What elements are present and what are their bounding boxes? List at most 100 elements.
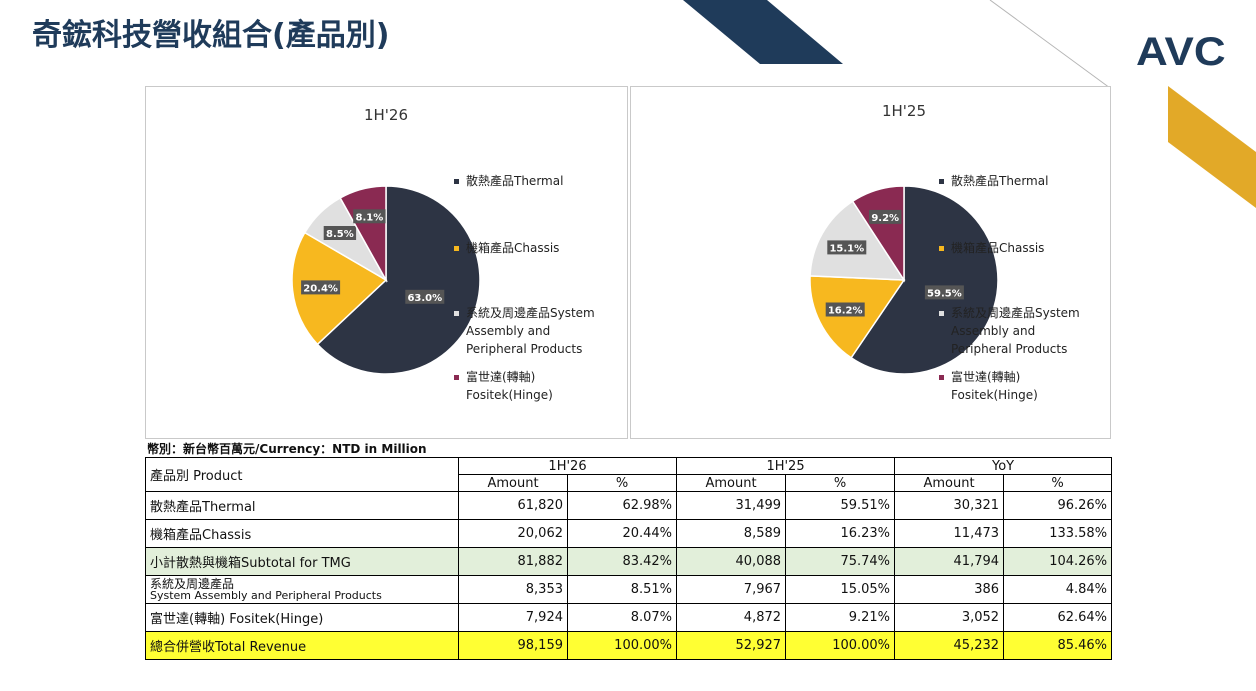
legend-label: Fositek(Hinge) bbox=[466, 388, 553, 402]
table-cell: 133.58% bbox=[1003, 519, 1113, 548]
subheader-amount: Amount bbox=[894, 474, 1005, 492]
table-cell: 100.00% bbox=[785, 631, 896, 660]
table-row-total: 總合併營收Total Revenue 98,159 100.00% 52,927… bbox=[145, 631, 1113, 660]
pie-panel-1h26: 1H'26 63.0% 20.4% 8.5% 8.1% 散熱產品Thermal 機箱產品Ch… bbox=[145, 86, 628, 439]
data-label-bg bbox=[353, 209, 386, 224]
data-label-bg bbox=[323, 226, 357, 240]
currency-note: 幣別：新台幣百萬元/Currency：NTD in Million bbox=[147, 442, 427, 456]
data-label: 20.4% bbox=[303, 283, 338, 294]
data-label: 8.1% bbox=[356, 212, 384, 223]
navy-stripe-shape bbox=[683, 0, 843, 64]
table-row-system: 系統及周邊產品 System Assembly and Peripheral P… bbox=[145, 575, 1113, 604]
table-cell: 104.26% bbox=[1003, 547, 1113, 576]
table-cell: 16.23% bbox=[785, 519, 896, 548]
legend-label: 機箱產品Chassis bbox=[951, 240, 1044, 255]
legend-swatch bbox=[939, 375, 944, 380]
thin-diagonal-line bbox=[989, 0, 1111, 89]
row-label: 機箱產品Chassis bbox=[145, 519, 459, 548]
legend-label: 系統及周邊產品System bbox=[466, 305, 595, 320]
gold-stripe-shape bbox=[1168, 86, 1256, 208]
pie-title: 1H'26 bbox=[364, 106, 408, 124]
legend-swatch bbox=[454, 375, 459, 380]
data-label: 8.5% bbox=[326, 229, 354, 240]
table-cell: 8,589 bbox=[676, 519, 787, 548]
row-label: 散熱產品Thermal bbox=[145, 491, 459, 520]
table-cell: 8.07% bbox=[566, 603, 678, 632]
legend-swatch bbox=[454, 246, 459, 251]
table-cell: 20,062 bbox=[458, 519, 568, 548]
table-cell: 7,967 bbox=[676, 575, 787, 604]
legend-swatch bbox=[454, 311, 459, 316]
legend-label: Peripheral Products bbox=[466, 342, 582, 356]
table-cell: 96.26% bbox=[1003, 491, 1113, 520]
table-row-chassis: 機箱產品Chassis 20,062 20.44% 8,589 16.23% 1… bbox=[145, 519, 1113, 548]
table-cell: 3,052 bbox=[894, 603, 1005, 632]
data-label: 63.0% bbox=[407, 293, 442, 304]
row-label-en: System Assembly and Peripheral Products bbox=[150, 588, 382, 602]
table-cell: 31,499 bbox=[676, 491, 787, 520]
table-cell: 41,794 bbox=[894, 547, 1005, 576]
legend-label: 富世達(轉軸) bbox=[466, 369, 535, 384]
table-cell: 40,088 bbox=[676, 547, 787, 576]
subheader-amount: Amount bbox=[676, 474, 787, 492]
legend-swatch bbox=[454, 179, 459, 184]
subheader-percent: % bbox=[785, 474, 896, 492]
row-label: 小計散熱與機箱Subtotal for TMG bbox=[145, 547, 459, 576]
table-cell: 4.84% bbox=[1003, 575, 1113, 604]
legend-label: 系統及周邊產品System bbox=[951, 305, 1080, 320]
group-header-yoy: YoY bbox=[894, 457, 1113, 475]
table-cell: 85.46% bbox=[1003, 631, 1113, 660]
row-label: 富世達(轉軸) Fositek(Hinge) bbox=[145, 603, 459, 632]
data-label-bg bbox=[827, 240, 867, 255]
table-cell: 8,353 bbox=[458, 575, 568, 604]
legend-swatch bbox=[939, 311, 944, 316]
data-label-bg bbox=[405, 289, 445, 304]
page-title: 奇鋐科技營收組合(產品別) bbox=[32, 18, 390, 53]
table-cell: 61,820 bbox=[458, 491, 568, 520]
table-cell: 4,872 bbox=[676, 603, 787, 632]
table-row-fositek: 富世達(轉軸) Fositek(Hinge) 7,924 8.07% 4,872… bbox=[145, 603, 1113, 632]
row-label: 系統及周邊產品 System Assembly and Peripheral P… bbox=[145, 575, 459, 604]
table-cell: 62.98% bbox=[566, 491, 678, 520]
data-label: 59.5% bbox=[927, 288, 962, 299]
table-cell: 59.51% bbox=[785, 491, 896, 520]
legend-label: Assembly and bbox=[951, 324, 1035, 338]
legend-label: 機箱產品Chassis bbox=[466, 240, 559, 255]
legend-label: Fositek(Hinge) bbox=[951, 388, 1038, 402]
data-label-bg bbox=[825, 302, 865, 317]
legend-swatch bbox=[939, 246, 944, 251]
row-label-zh: 系統及周邊產品 bbox=[150, 576, 235, 591]
pie-title: 1H'25 bbox=[882, 102, 926, 120]
pie-panel-1h25: 1H'25 59.5% 16.2% 15.1% 9.2% 散熱產品Thermal 機箱產品C… bbox=[630, 86, 1111, 439]
data-label: 15.1% bbox=[829, 243, 864, 254]
pie-slice-thermal bbox=[850, 185, 999, 375]
legend-swatch bbox=[939, 179, 944, 184]
table-cell: 30,321 bbox=[894, 491, 1005, 520]
table-cell: 100.00% bbox=[566, 631, 678, 660]
row-label: 總合併營收Total Revenue bbox=[145, 631, 459, 660]
group-header-1h25: 1H'25 bbox=[676, 457, 896, 475]
revenue-table: 產品別 Product 1H'26 1H'25 YoY Amount % Amo… bbox=[145, 457, 1113, 660]
table-cell: 81,882 bbox=[458, 547, 568, 576]
table-cell: 62.64% bbox=[1003, 603, 1113, 632]
data-label-bg bbox=[301, 280, 341, 295]
table-cell: 7,924 bbox=[458, 603, 568, 632]
table-cell: 8.51% bbox=[566, 575, 678, 604]
subheader-amount: Amount bbox=[458, 474, 568, 492]
pie-slice-thermal bbox=[316, 185, 481, 375]
data-label-bg bbox=[924, 285, 964, 300]
group-header-1h26: 1H'26 bbox=[457, 457, 678, 475]
table-row-thermal: 散熱產品Thermal 61,820 62.98% 31,499 59.51% … bbox=[145, 491, 1113, 520]
pie-slice-fositek bbox=[851, 185, 905, 283]
table-cell: 9.21% bbox=[785, 603, 896, 632]
legend-label: 散熱產品Thermal bbox=[951, 173, 1048, 188]
data-label-bg bbox=[869, 209, 902, 224]
subheader-percent: % bbox=[1003, 474, 1113, 492]
pie-chart-1h26: 1H'26 63.0% 20.4% 8.5%8.1% 散熱產品Thermal 機箱產品Ch… bbox=[291, 106, 595, 402]
legend-label: 散熱產品Thermal bbox=[466, 173, 563, 188]
table-cell: 11,473 bbox=[894, 519, 1005, 548]
table-row-subtotal: 小計散熱與機箱Subtotal for TMG 81,882 83.42% 40… bbox=[145, 547, 1113, 576]
legend-label: 富世達(轉軸) bbox=[951, 369, 1020, 384]
subheader-percent: % bbox=[566, 474, 678, 492]
